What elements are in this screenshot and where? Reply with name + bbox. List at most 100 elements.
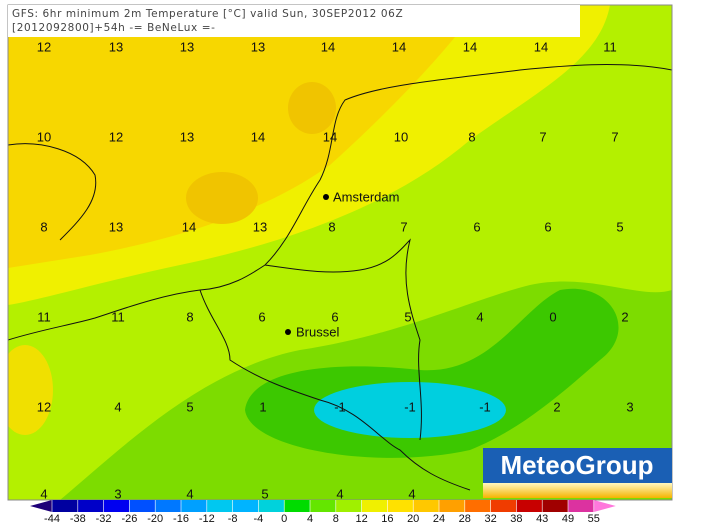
city-label: Amsterdam (333, 189, 399, 204)
grid-value: 8 (186, 309, 193, 324)
grid-value: 4 (336, 486, 343, 501)
legend-swatch (155, 500, 181, 512)
grid-value: 4 (114, 399, 121, 414)
grid-value: 5 (186, 399, 193, 414)
grid-value: 14 (323, 129, 337, 144)
grid-value: 7 (611, 129, 618, 144)
grid-value: 12 (37, 399, 51, 414)
grid-value: 2 (553, 399, 560, 414)
legend-swatch (77, 500, 104, 512)
legend-swatch (52, 500, 78, 512)
grid-value: 14 (182, 219, 196, 234)
grid-value: 2 (621, 309, 628, 324)
warm-spot (186, 172, 258, 224)
legend-swatch (335, 500, 362, 512)
legend-tick-label: -38 (70, 513, 86, 525)
legend-tick-label: 16 (381, 513, 393, 525)
grid-value: 6 (258, 309, 265, 324)
logo: MeteoGroup (483, 448, 672, 498)
grid-value: 4 (186, 486, 193, 501)
grid-value: 13 (180, 129, 194, 144)
legend-tick-label: 38 (510, 513, 522, 525)
header-line: [2012092800]+54h -= BeNeLux =- (12, 22, 216, 34)
coastline (8, 64, 672, 341)
grid-value: 5 (261, 486, 268, 501)
grid-value: 6 (473, 219, 480, 234)
grid-value: -1 (404, 399, 416, 414)
legend-swatch (232, 500, 259, 512)
legend-arrow (30, 500, 52, 512)
field (8, 5, 672, 500)
legend-tick-label: 28 (459, 513, 471, 525)
legend-tick-label: 32 (484, 513, 496, 525)
grid-value: 6 (331, 309, 338, 324)
header-box (8, 5, 580, 37)
grid-value: 5 (616, 219, 623, 234)
grid-value: 10 (394, 129, 408, 144)
legend-tick-label: -20 (147, 513, 163, 525)
legend-tick-label: -26 (121, 513, 137, 525)
logo-text: MeteoGroup (500, 450, 653, 480)
legend-tick-label: 43 (536, 513, 548, 525)
legend-tick-label: -4 (254, 513, 264, 525)
grid-value: 7 (400, 219, 407, 234)
legend-swatch (258, 500, 285, 512)
border (199, 238, 471, 491)
grid-value: 10 (37, 129, 51, 144)
legend-swatch (361, 500, 388, 512)
legend-tick-label: -8 (228, 513, 238, 525)
field-cyan (314, 382, 506, 438)
grid-value: 13 (251, 39, 265, 54)
legend-tick-label: -16 (173, 513, 189, 525)
logo-sun (483, 483, 672, 498)
grid-value: 4 (408, 486, 415, 501)
grid-value: 6 (544, 219, 551, 234)
warm-spot (288, 82, 336, 134)
grid-value: -1 (334, 399, 346, 414)
header-line: GFS: 6hr minimum 2m Temperature [°C] val… (12, 8, 403, 20)
grid-value: 12 (109, 129, 123, 144)
legend-tick-label: -12 (199, 513, 215, 525)
grid-value: 14 (534, 39, 548, 54)
legend-tick-label: 55 (588, 513, 600, 525)
grid-value: 1 (259, 399, 266, 414)
legend-tick-label: 24 (433, 513, 445, 525)
legend-tick-label: 12 (355, 513, 367, 525)
grid-value: 8 (40, 219, 47, 234)
legend-swatch (490, 500, 517, 512)
grid-value: 13 (180, 39, 194, 54)
legend-swatch (516, 500, 543, 512)
legend-tick-label: 0 (281, 513, 287, 525)
grid-value: 14 (463, 39, 477, 54)
grid-value: 11 (37, 309, 51, 324)
legend-swatch (181, 500, 207, 512)
warm-spot (8, 345, 53, 435)
grid-value: 13 (109, 219, 123, 234)
legend-tick-label: -32 (96, 513, 112, 525)
legend-tick-label: 8 (333, 513, 339, 525)
grid-value: 13 (109, 39, 123, 54)
grid-value: 0 (549, 309, 556, 324)
legend-tick-label: 4 (307, 513, 313, 525)
legend-swatch (568, 500, 594, 512)
grid-value: 8 (328, 219, 335, 234)
legend-swatch (310, 500, 336, 512)
grid-value: 14 (392, 39, 406, 54)
legend-tick-label: 49 (562, 513, 574, 525)
city-label: Brussel (296, 324, 339, 339)
grid-value: 12 (37, 39, 51, 54)
grid-value: 14 (251, 129, 265, 144)
legend-swatch (413, 500, 439, 512)
legend-swatch (103, 500, 130, 512)
grid-value: 8 (468, 129, 475, 144)
legend-swatch (284, 500, 310, 512)
grid-value: 4 (476, 309, 483, 324)
grid-value: 7 (539, 129, 546, 144)
legend-swatch (387, 500, 414, 512)
legend-tick-label: 20 (407, 513, 419, 525)
grid-value: 5 (404, 309, 411, 324)
grid-value: 13 (253, 219, 267, 234)
city-dot (285, 329, 291, 335)
